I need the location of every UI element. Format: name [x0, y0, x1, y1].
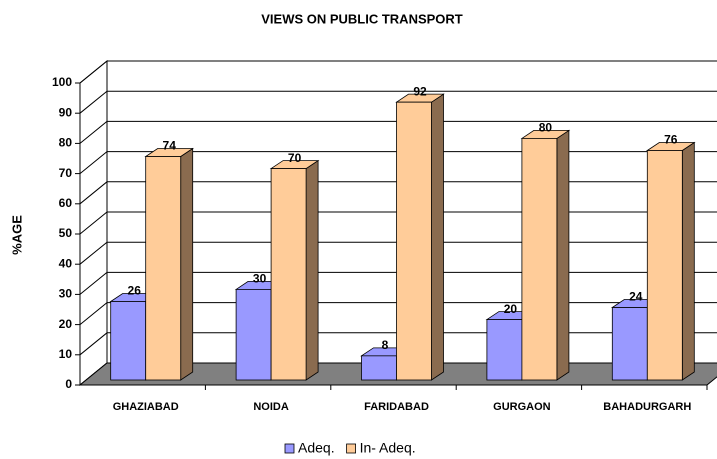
y-tick-label: 90: [59, 105, 73, 119]
data-label: 76: [664, 133, 678, 147]
y-tick-label: 70: [59, 166, 73, 180]
data-label: 70: [288, 151, 302, 165]
y-tick-label: 10: [59, 347, 73, 361]
legend-swatch: [346, 443, 356, 454]
grid-line: [79, 90, 717, 114]
y-tick-label: 60: [59, 196, 73, 210]
y-tick-label: 20: [59, 317, 73, 331]
bar: [361, 355, 397, 381]
y-tick-label: 30: [59, 287, 73, 301]
bar: [235, 288, 272, 381]
data-label: 26: [128, 284, 142, 298]
data-label: 92: [413, 84, 427, 98]
chart-title: VIEWS ON PUBLIC TRANSPORT: [261, 11, 463, 26]
x-tick-label: FARIDABAD: [364, 401, 429, 413]
data-label: 8: [382, 338, 389, 352]
bar: [270, 168, 307, 381]
legend-swatch: [284, 443, 295, 454]
grid-line: [79, 60, 717, 84]
data-label: 30: [253, 272, 267, 286]
bar-side: [556, 129, 570, 381]
data-label: 80: [539, 121, 553, 135]
bar: [611, 307, 648, 381]
x-tick-label: NOIDA: [253, 401, 289, 413]
data-label: 74: [163, 139, 177, 153]
y-tick-label: 40: [59, 256, 73, 270]
y-tick-label: 50: [59, 226, 73, 240]
y-tick-label: 80: [59, 136, 73, 150]
y-tick-label: 0: [65, 377, 72, 391]
bar: [145, 156, 182, 381]
bar-side: [431, 93, 444, 381]
bar: [486, 319, 523, 381]
bar-side: [180, 147, 194, 381]
bar: [110, 301, 147, 381]
x-tick-label: GHAZIABAD: [113, 401, 179, 413]
bar-side: [305, 159, 319, 381]
y-axis-label: %AGE: [9, 215, 24, 255]
x-tick-label: BAHADURGARH: [603, 401, 691, 413]
x-tick-label: GURGAON: [493, 401, 551, 413]
bar: [396, 101, 432, 381]
grid-line: [79, 120, 717, 144]
data-label: 20: [504, 302, 518, 316]
legend-label: In- Adeq.: [360, 440, 416, 456]
y-tick-label: 100: [52, 75, 72, 89]
data-label: 24: [629, 290, 643, 304]
bar: [521, 137, 558, 381]
legend-label: Adeq.: [298, 440, 335, 456]
bar-side: [681, 141, 695, 381]
bar: [646, 150, 683, 381]
